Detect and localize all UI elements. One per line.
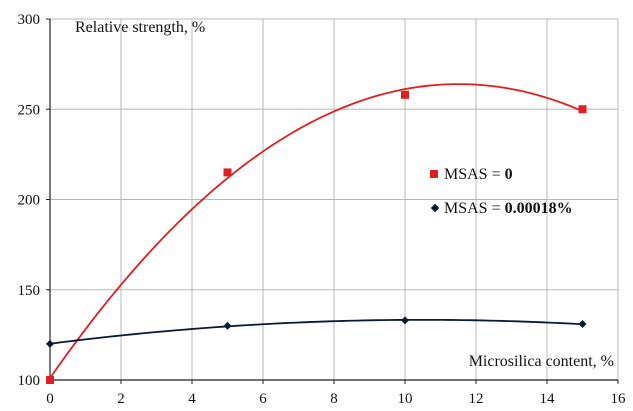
legend: MSAS = 0 MSAS = 0.00018% bbox=[430, 166, 573, 217]
x-tick-label: 2 bbox=[117, 391, 125, 407]
tick-labels: 0 2 4 6 8 10 12 14 16 100 150 200 250 300 bbox=[18, 12, 627, 407]
point-series-1 bbox=[578, 105, 587, 114]
x-tick-label: 14 bbox=[540, 391, 556, 407]
y-axis-title: Relative strength, % bbox=[75, 19, 205, 36]
x-tick-label: 10 bbox=[398, 391, 413, 407]
data-points bbox=[46, 90, 587, 384]
legend-item-series-1: MSAS = 0 bbox=[430, 166, 513, 183]
trendline-series-2 bbox=[49, 318, 583, 345]
point-series-1 bbox=[223, 168, 232, 177]
legend-label-series-2: MSAS = 0.00018% bbox=[444, 200, 573, 217]
trendlines bbox=[49, 83, 583, 379]
x-tick-label: 4 bbox=[188, 391, 196, 407]
y-tick-label: 300 bbox=[18, 12, 41, 28]
x-axis-title: Microsilica content, % bbox=[469, 353, 614, 370]
y-tick-label: 100 bbox=[18, 373, 41, 389]
x-tick-label: 12 bbox=[469, 391, 484, 407]
legend-item-series-2: MSAS = 0.00018% bbox=[430, 200, 573, 217]
legend-label-series-1: MSAS = 0 bbox=[444, 166, 513, 183]
legend-marker-series-1 bbox=[430, 170, 438, 178]
legend-marker-series-2 bbox=[430, 203, 440, 213]
trendline-series-1 bbox=[49, 83, 583, 379]
axes bbox=[46, 18, 619, 384]
point-series-2 bbox=[578, 320, 587, 329]
y-tick-label: 200 bbox=[18, 193, 41, 209]
grid bbox=[50, 18, 619, 380]
x-tick-label: 8 bbox=[330, 391, 338, 407]
x-tick-label: 0 bbox=[46, 391, 54, 407]
x-tick-label: 6 bbox=[259, 391, 267, 407]
point-series-1 bbox=[401, 90, 409, 99]
y-tick-label: 250 bbox=[18, 102, 41, 118]
point-series-2 bbox=[223, 321, 232, 330]
point-series-1 bbox=[46, 376, 54, 384]
x-tick-label: 16 bbox=[611, 391, 627, 407]
y-tick-label: 150 bbox=[18, 283, 41, 299]
point-series-2 bbox=[401, 316, 409, 325]
point-series-2 bbox=[46, 339, 54, 348]
